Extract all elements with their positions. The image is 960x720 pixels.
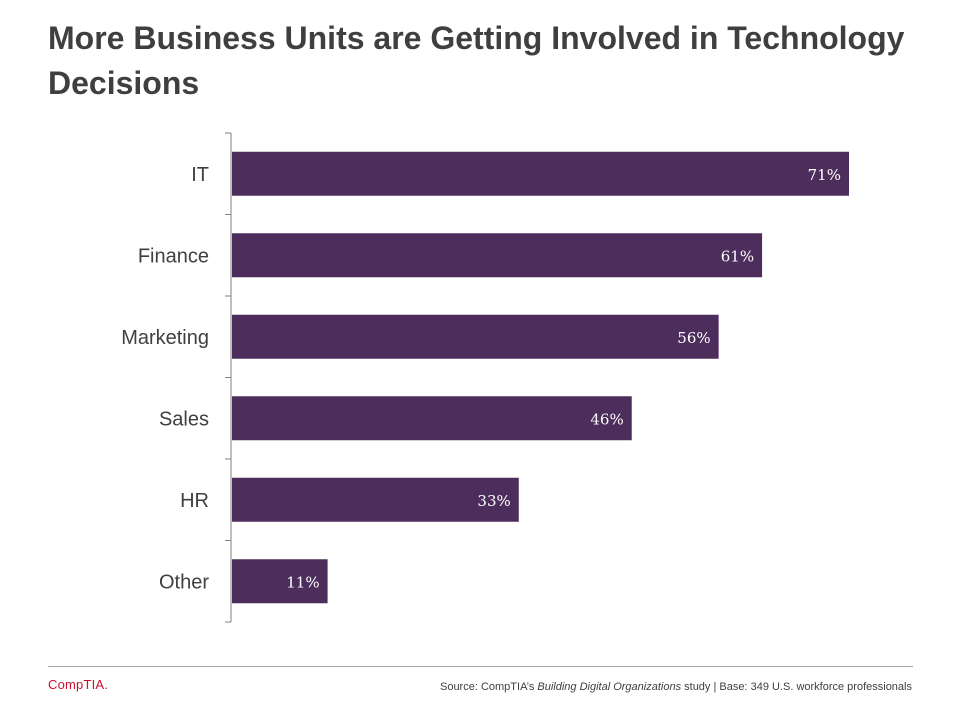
category-label: Marketing (121, 327, 209, 349)
bar-marketing (232, 314, 719, 359)
category-label: IT (191, 164, 209, 186)
bar-hr (232, 477, 519, 522)
category-label: Other (159, 571, 209, 593)
source-study: Building Digital Organizations (537, 681, 682, 693)
bar-sales (232, 396, 632, 441)
data-label: 71% (808, 166, 841, 184)
data-label: 46% (590, 410, 623, 428)
category-label: Sales (159, 408, 209, 430)
data-label: 61% (721, 247, 754, 265)
bar-it (232, 151, 849, 196)
chart-title: More Business Units are Getting Involved… (48, 20, 905, 101)
source-suffix: study | Base: 349 U.S. workforce profess… (681, 681, 912, 693)
source-note: Source: CompTIA’s Building Digital Organ… (440, 681, 912, 693)
data-label: 11% (286, 573, 319, 591)
category-label: HR (180, 490, 209, 512)
category-label: Finance (138, 245, 209, 267)
source-prefix: Source: CompTIA’s (439, 681, 538, 693)
footer-divider (48, 666, 913, 667)
bar-other (232, 559, 328, 604)
comptia-logo: CompTIA. (48, 677, 109, 692)
data-label: 33% (477, 492, 510, 510)
bar-finance (232, 233, 763, 278)
data-label: 56% (677, 329, 710, 347)
